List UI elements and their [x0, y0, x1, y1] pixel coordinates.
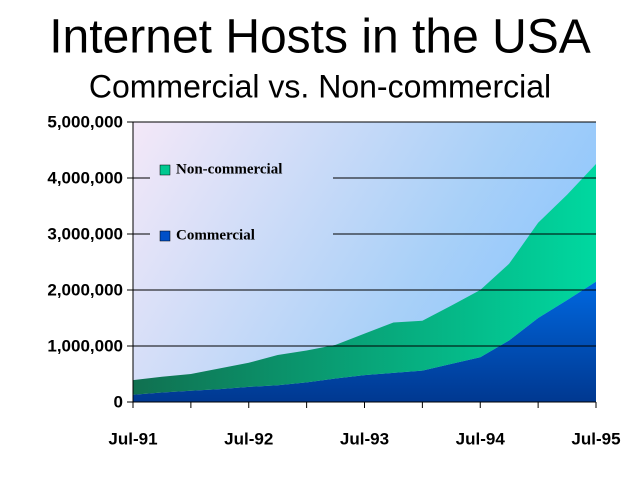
x-tick-label: Jul-95	[571, 429, 620, 448]
y-tick-label: 5,000,000	[47, 112, 123, 131]
x-tick-label: Jul-93	[340, 429, 389, 448]
x-tick-label: Jul-91	[108, 429, 157, 448]
legend-swatch	[159, 230, 171, 242]
x-tick-label: Jul-94	[456, 429, 506, 448]
legend-label: Commercial	[176, 227, 255, 243]
chart-subtitle: Commercial vs. Non-commercial	[89, 68, 551, 104]
chart-title: Internet Hosts in the USA	[49, 11, 591, 64]
legend-swatch	[159, 164, 171, 176]
area	[133, 164, 596, 395]
legend-label: Non-commercial	[176, 161, 282, 177]
y-tick-label: 4,000,000	[47, 168, 123, 187]
y-tick-label: 1,000,000	[47, 336, 123, 355]
area	[133, 281, 596, 402]
y-tick-label: 0	[114, 392, 123, 411]
x-tick-label: Jul-92	[224, 429, 273, 448]
legend-box	[150, 150, 333, 250]
y-tick-label: 3,000,000	[47, 224, 123, 243]
y-tick-label: 2,000,000	[47, 280, 123, 299]
